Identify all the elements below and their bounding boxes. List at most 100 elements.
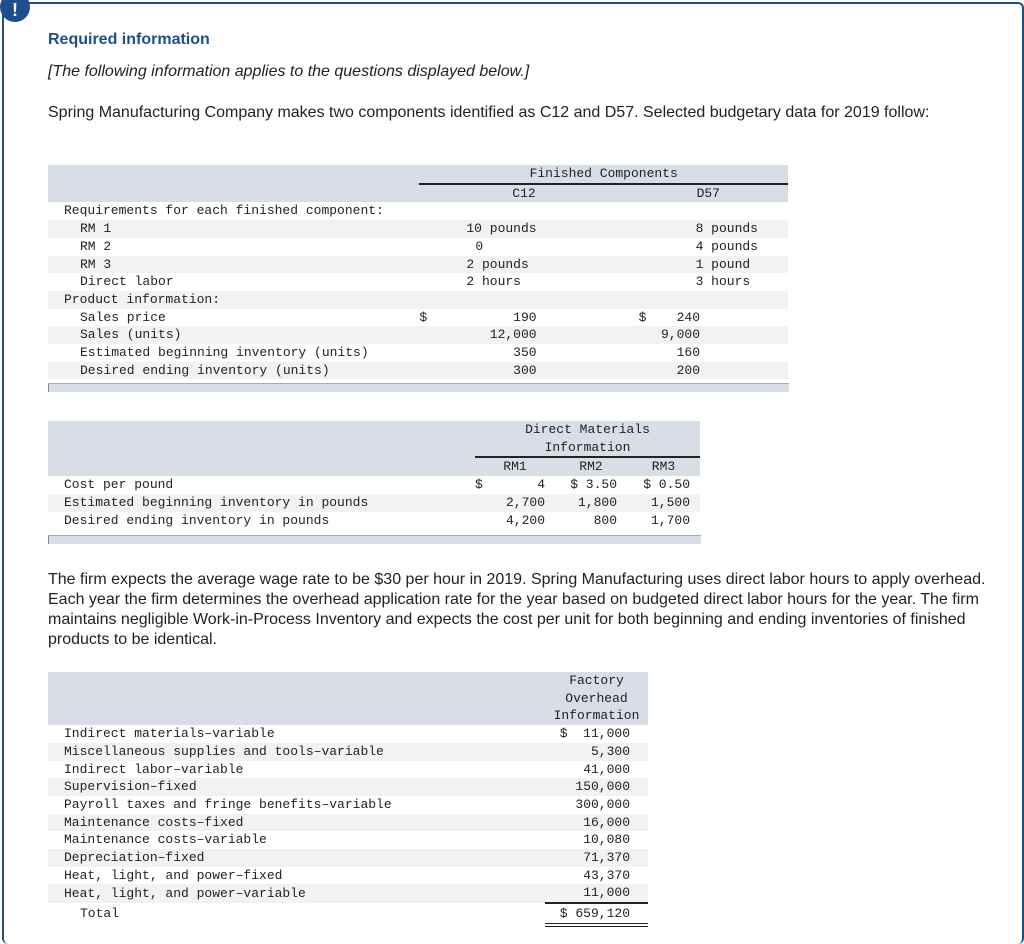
value: 1 pound	[695, 256, 751, 272]
row-label: Supervision–fixed	[48, 778, 545, 796]
d57-value	[629, 202, 788, 220]
total-row: Total $ 659,120	[48, 902, 648, 928]
col-rm2: RM2	[555, 457, 627, 477]
d57-value: 1 pound	[628, 255, 788, 274]
direct-materials-table: Direct Materials Information RM1 RM2 RM3 C…	[48, 421, 700, 529]
value: 4 pounds	[695, 238, 758, 254]
rm1-value: $4	[475, 476, 555, 494]
row-label: Estimated beginning inventory (units)	[80, 345, 369, 361]
finished-components-table: Finished Components C12 D57 Requirements …	[48, 165, 788, 380]
table-row: Maintenance costs–fixed 16,000	[48, 813, 648, 832]
table-row: Payroll taxes and fringe benefits–variab…	[48, 796, 648, 814]
c12-value	[419, 202, 628, 220]
rm1-value: 2,700	[475, 493, 555, 512]
row-label: Payroll taxes and fringe benefits–variab…	[64, 796, 392, 812]
d57-value: 3 hours	[629, 273, 788, 291]
row-label: Requirements for each finished component…	[64, 203, 384, 219]
rm2-value: 800	[555, 512, 627, 530]
d57-value: 4 pounds	[629, 238, 788, 256]
rm3-value: 1,500	[627, 493, 700, 512]
value: 800	[593, 512, 617, 528]
col-header: Factory	[545, 672, 648, 690]
value: 350	[513, 345, 537, 361]
c12-value: 2 hours	[419, 273, 628, 291]
col-c12: C12	[419, 183, 629, 203]
row-label: Sales price	[80, 309, 166, 325]
table-row: Heat, light, and power–fixed 43,370	[48, 867, 648, 885]
value: 2,700	[505, 494, 545, 510]
rm2-value: 1,800	[555, 493, 627, 512]
row-label: Heat, light, and power–fixed	[64, 867, 283, 883]
rm2-value: $ 3.50	[555, 476, 627, 494]
row-label: Indirect materials–variable	[64, 726, 275, 742]
d57-value: 160	[629, 344, 788, 362]
row-label: Depreciation–fixed	[48, 849, 545, 867]
group-header: Direct Materials	[475, 421, 700, 439]
c12-value: 10 pounds	[419, 220, 629, 238]
d57-value: 200	[628, 361, 788, 380]
wage-paragraph: The firm expects the average wage rate t…	[48, 571, 986, 648]
overhead-value: 10,080	[583, 832, 630, 848]
c12-value: 12,000	[419, 326, 629, 345]
table-row: Supervision–fixed 150,000	[48, 778, 648, 796]
table-row: Sales (units) 12,000 9,000	[48, 326, 788, 345]
table-row: Indirect labor–variable 41,000	[48, 761, 648, 779]
c12-value	[419, 290, 629, 309]
col-rm3: RM3	[627, 457, 700, 477]
value: 200	[676, 362, 700, 378]
table-footer-bar	[48, 535, 701, 544]
overhead-value: 16,000	[545, 813, 648, 832]
table-row: Indirect materials–variable $ 11,000	[48, 725, 648, 743]
value: 1,500	[650, 494, 690, 510]
table-row: RM 2 0 4 pounds	[48, 238, 788, 256]
row-label: Indirect labor–variable	[64, 761, 244, 777]
factory-overhead-table: Factory Overhead Information Indirect ma…	[48, 672, 648, 928]
row-label: Product information:	[48, 290, 420, 309]
table-row: Product information:	[48, 290, 788, 309]
value: 9,000	[660, 327, 700, 343]
group-header-2: Information	[475, 438, 700, 459]
value: 10 pounds	[466, 221, 537, 237]
row-label: RM 2	[80, 238, 112, 254]
row-label: Sales (units)	[48, 326, 420, 345]
dollar-sign: $	[638, 309, 647, 325]
overhead-value: $ 11,000	[559, 726, 630, 742]
row-label: Desired ending inventory in pounds	[64, 512, 330, 528]
value: 240	[676, 309, 700, 325]
table-row: Estimated beginning inventory in pounds 2…	[48, 493, 700, 512]
table-row: RM 3 2 pounds 1 pound	[48, 255, 788, 274]
row-label: Cost per pound	[64, 477, 174, 493]
value: 2 hours	[466, 274, 521, 290]
total-label: Total	[48, 903, 545, 926]
row-label: Estimated beginning inventory in pounds	[48, 493, 475, 512]
c12-value: $190	[419, 309, 628, 327]
d57-value: $240	[629, 309, 788, 327]
overhead-value: 150,000	[545, 778, 648, 796]
value: $ 0.50	[643, 477, 690, 493]
table-row: Cost per pound $4 $ 3.50 $ 0.50	[48, 476, 700, 494]
total-value: $ 659,120	[545, 902, 648, 928]
row-label: RM 3	[48, 255, 420, 274]
col-header: Overhead	[545, 689, 648, 708]
value: 4	[537, 477, 545, 493]
col-header: Information	[545, 707, 648, 726]
row-label: Heat, light, and power–variable	[48, 884, 545, 904]
overhead-value: 5,300	[545, 742, 648, 761]
table-row: Sales price $190 $240	[48, 309, 788, 327]
value: 2 pounds	[466, 256, 529, 272]
rm3-value: 1,700	[627, 512, 700, 530]
overhead-value: 41,000	[583, 761, 630, 777]
value: $ 3.50	[570, 477, 617, 493]
dollar-sign: $	[475, 477, 483, 493]
row-label: Maintenance costs–variable	[64, 832, 267, 848]
table-row: Direct labor 2 hours 3 hours	[48, 273, 788, 291]
row-label: RM 1	[48, 220, 420, 238]
value: 4,200	[505, 512, 545, 528]
table-row: Depreciation–fixed 71,370	[48, 849, 648, 867]
overhead-value: 11,000	[545, 884, 648, 904]
table-row: Maintenance costs–variable 10,080	[48, 831, 648, 849]
d57-value: 8 pounds	[628, 220, 788, 238]
col-rm1: RM1	[475, 457, 555, 477]
value: 190	[513, 309, 537, 325]
col-d57: D57	[628, 183, 788, 203]
